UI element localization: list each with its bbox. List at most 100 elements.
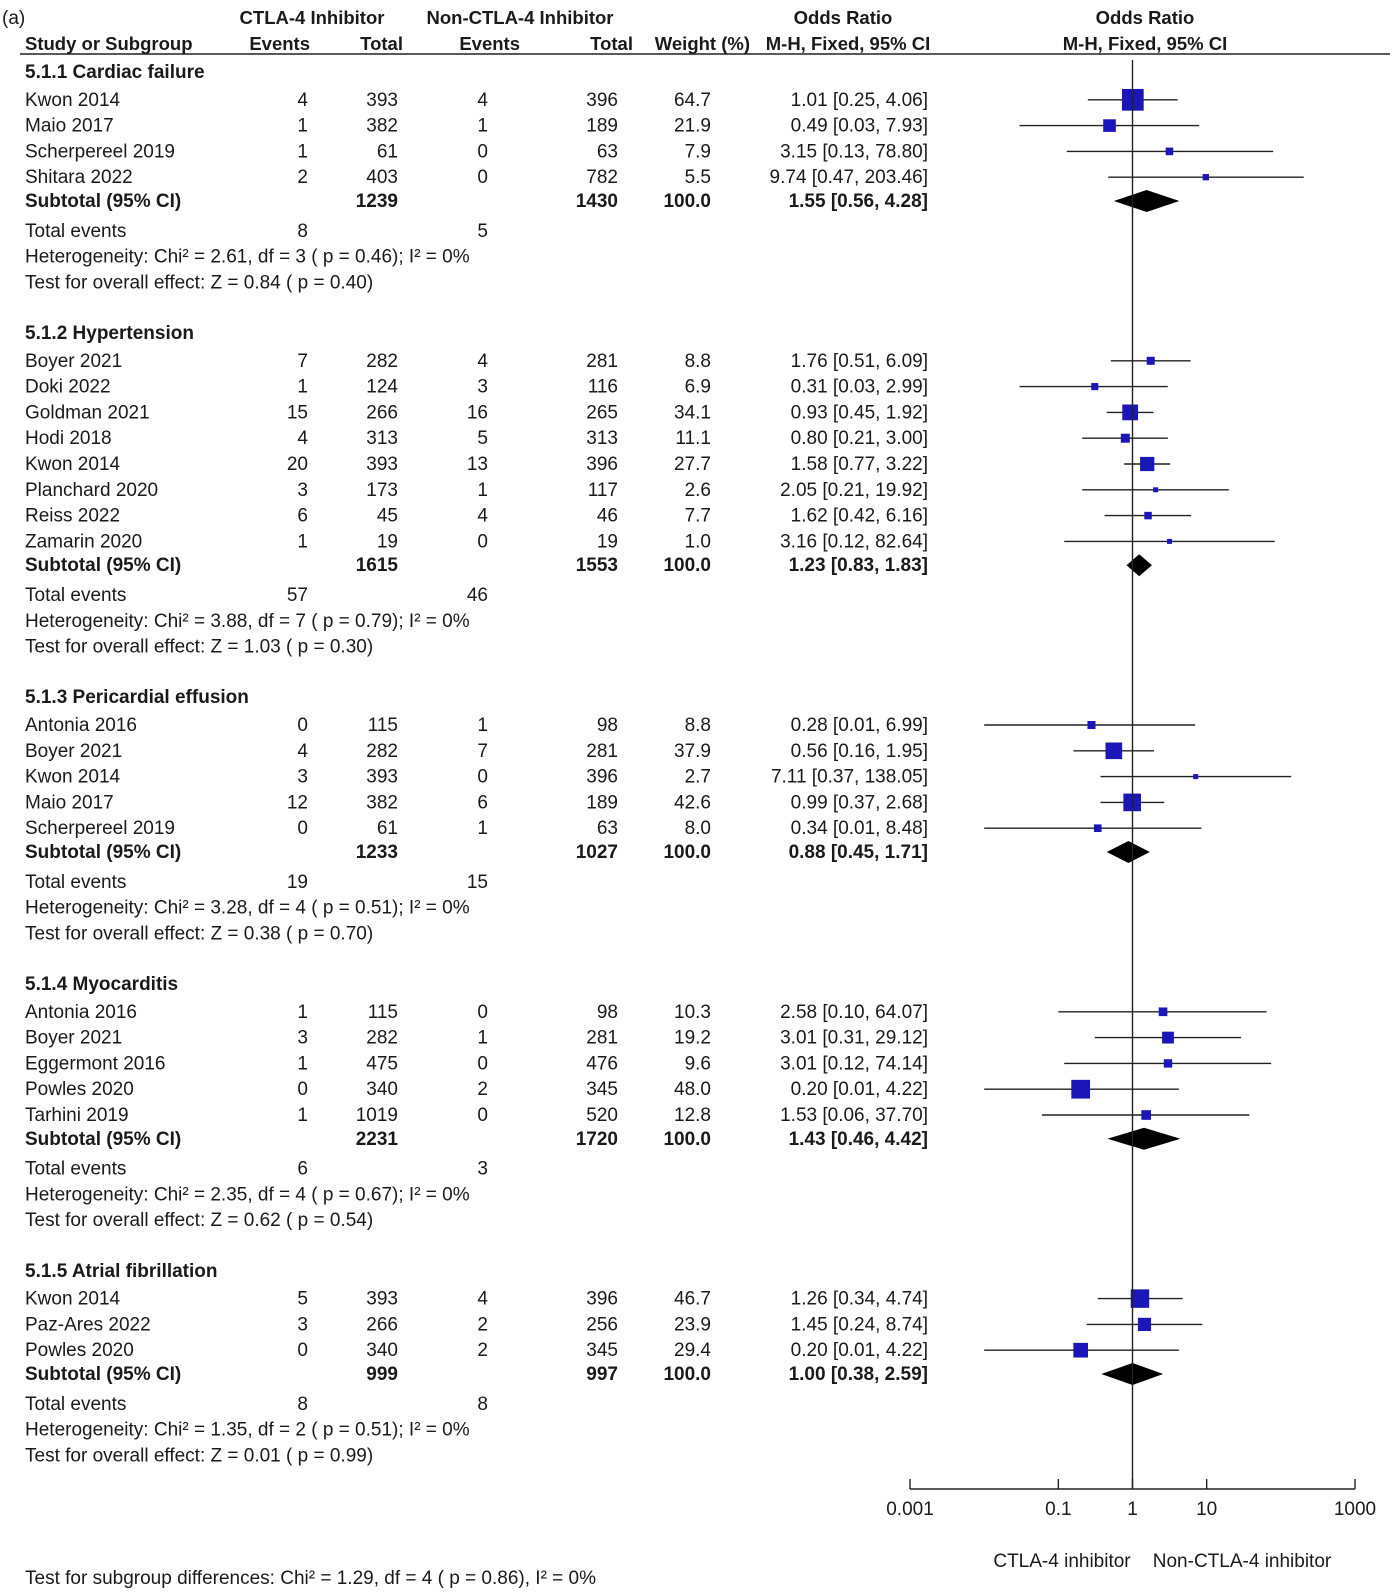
odds-ratio-ci-text: 7.11 [0.37, 138.05] xyxy=(771,767,928,788)
events-ctla4: 3 xyxy=(297,1028,308,1049)
events-ctla4: 1 xyxy=(297,1053,308,1074)
total-events-label: Total events xyxy=(25,1159,126,1180)
events-ctla4: 0 xyxy=(297,1079,308,1100)
study-name: Tarhini 2019 xyxy=(25,1105,129,1126)
events-ctla4: 5 xyxy=(297,1289,308,1310)
x-tick-label: 0.001 xyxy=(886,1499,934,1520)
odds-ratio-ci-text: 0.49 [0.03, 7.93] xyxy=(791,116,928,137)
events-ctla4: 20 xyxy=(287,454,308,475)
effect-marker xyxy=(1120,433,1130,443)
total-ctla4: 115 xyxy=(368,1002,398,1023)
total-non-ctla4: 396 xyxy=(586,454,618,475)
total-ctla4: 340 xyxy=(366,1079,398,1100)
effect-marker xyxy=(1105,742,1123,760)
plot-marks: 0.001 0.1 1 10 1000 xyxy=(886,60,1376,1520)
study-name: Scherpereel 2019 xyxy=(25,141,175,162)
subgroup-title: 5.1.5 Atrial fibrillation xyxy=(25,1261,218,1282)
events-non-ctla4: 16 xyxy=(467,402,488,423)
effect-marker xyxy=(1202,174,1209,181)
odds-ratio-ci-text: 3.01 [0.12, 74.14] xyxy=(780,1053,928,1074)
events-ctla4: 3 xyxy=(297,1314,308,1335)
subtotal-diamond xyxy=(1113,190,1180,212)
events-non-ctla4: 2 xyxy=(477,1340,488,1361)
x-tick-label: 0.1 xyxy=(1045,1499,1071,1520)
odds-ratio-ci-text: 0.34 [0.01, 8.48] xyxy=(791,818,928,839)
total-ctla4: 393 xyxy=(366,767,398,788)
total-events-label: Total events xyxy=(25,872,126,893)
subgroup-differences-test: Test for subgroup differences: Chi² = 1.… xyxy=(25,1568,596,1589)
total-non-ctla4: 396 xyxy=(586,1289,618,1310)
events-non-ctla4: 0 xyxy=(477,767,488,788)
subtotal-ci-text: 1.55 [0.56, 4.28] xyxy=(789,191,928,212)
total-events-ctla4: 8 xyxy=(297,221,308,242)
subtotal-total-non-ctla4: 1553 xyxy=(576,555,618,576)
study-name: Powles 2020 xyxy=(25,1340,134,1361)
odds-ratio-ci-text: 0.99 [0.37, 2.68] xyxy=(791,792,928,813)
weight-value: 21.9 xyxy=(674,116,711,137)
effect-marker xyxy=(1140,456,1155,472)
total-events-non-ctla4: 5 xyxy=(477,221,488,242)
overall-effect-test: Test for overall effect: Z = 0.62 ( p = … xyxy=(25,1210,373,1231)
study-name: Kwon 2014 xyxy=(25,454,121,475)
odds-ratio-ci-text: 1.26 [0.34, 4.74] xyxy=(791,1289,928,1310)
weight-value: 7.7 xyxy=(685,506,711,527)
weight-value: 37.9 xyxy=(674,741,711,762)
overall-effect-test: Test for overall effect: Z = 0.01 ( p = … xyxy=(25,1445,373,1466)
odds-ratio-ci-text: 3.01 [0.31, 29.12] xyxy=(780,1028,928,1049)
events-ctla4: 4 xyxy=(297,428,308,449)
total-non-ctla4: 476 xyxy=(586,1053,618,1074)
odds-ratio-ci-text: 2.58 [0.10, 64.07] xyxy=(780,1002,928,1023)
events-ctla4: 0 xyxy=(297,1340,308,1361)
events-ctla4: 3 xyxy=(297,480,308,501)
odds-ratio-ci-text: 0.80 [0.21, 3.00] xyxy=(791,428,928,449)
study-name: Reiss 2022 xyxy=(25,506,120,527)
total-non-ctla4: 281 xyxy=(586,1028,618,1049)
events-non-ctla4: 4 xyxy=(477,506,488,527)
odds-ratio-ci-text: 0.20 [0.01, 4.22] xyxy=(791,1079,928,1100)
subtotal-label: Subtotal (95% CI) xyxy=(25,1364,181,1385)
total-non-ctla4: 281 xyxy=(586,351,618,372)
subtotal-label: Subtotal (95% CI) xyxy=(25,1129,181,1150)
study-name: Zamarin 2020 xyxy=(25,531,142,552)
total-events-ctla4: 57 xyxy=(287,585,308,606)
effect-marker xyxy=(1162,1031,1174,1044)
total-non-ctla4: 189 xyxy=(586,792,618,813)
total-non-ctla4: 19 xyxy=(597,531,618,552)
subtotal-ci-text: 0.88 [0.45, 1.71] xyxy=(789,842,928,863)
odds-ratio-ci-text: 9.74 [0.47, 203.46] xyxy=(770,167,928,188)
study-name: Powles 2020 xyxy=(25,1079,134,1100)
total-non-ctla4: 46 xyxy=(597,506,618,527)
subtotal-weight: 100.0 xyxy=(663,555,711,576)
total-non-ctla4: 98 xyxy=(597,1002,618,1023)
odds-ratio-ci-text: 1.76 [0.51, 6.09] xyxy=(791,351,928,372)
total-ctla4: 282 xyxy=(366,741,398,762)
weight-value: 7.9 xyxy=(685,141,711,162)
subgroup-title: 5.1.3 Pericardial effusion xyxy=(25,687,249,708)
events-ctla4: 4 xyxy=(297,741,308,762)
odds-ratio-ci-text: 0.20 [0.01, 4.22] xyxy=(791,1340,928,1361)
subtotal-label: Subtotal (95% CI) xyxy=(25,191,181,212)
events-ctla4: 0 xyxy=(297,818,308,839)
total-ctla4: 393 xyxy=(366,1289,398,1310)
total-non-ctla4: 116 xyxy=(588,377,618,398)
total-events-label: Total events xyxy=(25,585,126,606)
total-non-ctla4: 63 xyxy=(597,141,618,162)
subtotal-diamond xyxy=(1106,841,1150,863)
col-method-text-header: M-H, Fixed, 95% CI xyxy=(766,33,930,54)
study-name: Maio 2017 xyxy=(25,792,114,813)
weight-value: 11.1 xyxy=(675,428,711,449)
study-name: Boyer 2021 xyxy=(25,741,122,762)
total-non-ctla4: 396 xyxy=(586,767,618,788)
events-ctla4: 1 xyxy=(297,1105,308,1126)
group1-title: CTLA-4 Inhibitor xyxy=(240,7,385,28)
odds-ratio-ci-text: 2.05 [0.21, 19.92] xyxy=(780,480,928,501)
study-name: Shitara 2022 xyxy=(25,167,133,188)
odds-ratio-ci-text: 1.45 [0.24, 8.74] xyxy=(791,1314,928,1335)
total-events-label: Total events xyxy=(25,221,126,242)
study-name: Paz-Ares 2022 xyxy=(25,1314,151,1335)
weight-value: 8.8 xyxy=(685,351,711,372)
events-non-ctla4: 3 xyxy=(477,377,488,398)
effect-marker xyxy=(1130,1289,1150,1308)
study-name: Kwon 2014 xyxy=(25,90,121,111)
events-ctla4: 1 xyxy=(297,531,308,552)
